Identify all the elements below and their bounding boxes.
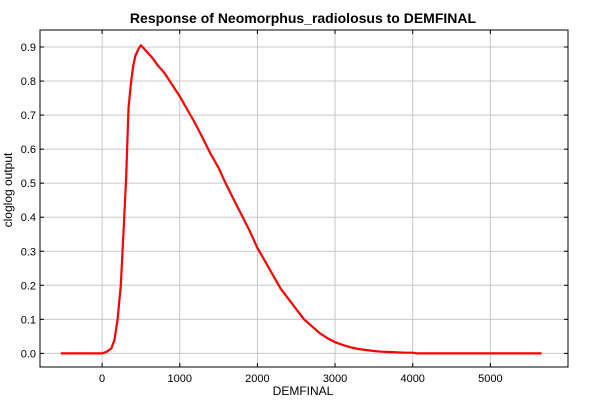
x-tick-label: 3000 bbox=[323, 373, 347, 385]
response-curve bbox=[60, 44, 542, 355]
x-tick-label: 0 bbox=[99, 373, 105, 385]
grid-lines bbox=[40, 30, 568, 367]
x-tick-label: 4000 bbox=[400, 373, 424, 385]
axis-ticks bbox=[40, 30, 568, 367]
y-tick-label: 0.7 bbox=[21, 110, 36, 122]
chart-title: Response of Neomorphus_radiolosus to DEM… bbox=[130, 10, 477, 26]
y-tick-label: 0.2 bbox=[21, 280, 36, 292]
y-axis-label: cloglog output bbox=[1, 152, 15, 227]
x-tick-label: 2000 bbox=[245, 373, 269, 385]
plot-frame bbox=[39, 29, 569, 368]
y-tick-label: 0.0 bbox=[21, 348, 36, 360]
y-tick-label: 0.9 bbox=[21, 42, 36, 54]
x-tick-label: 1000 bbox=[168, 373, 192, 385]
y-tick-label: 0.6 bbox=[21, 144, 36, 156]
y-tick-label: 0.1 bbox=[21, 314, 36, 326]
y-tick-label: 0.8 bbox=[21, 76, 36, 88]
y-tick-label: 0.3 bbox=[21, 246, 36, 258]
x-tick-label: 5000 bbox=[478, 373, 502, 385]
x-axis-label: DEMFINAL bbox=[273, 384, 334, 398]
y-tick-label: 0.5 bbox=[21, 178, 36, 190]
series-layer bbox=[60, 44, 542, 355]
y-tick-label: 0.4 bbox=[21, 212, 36, 224]
